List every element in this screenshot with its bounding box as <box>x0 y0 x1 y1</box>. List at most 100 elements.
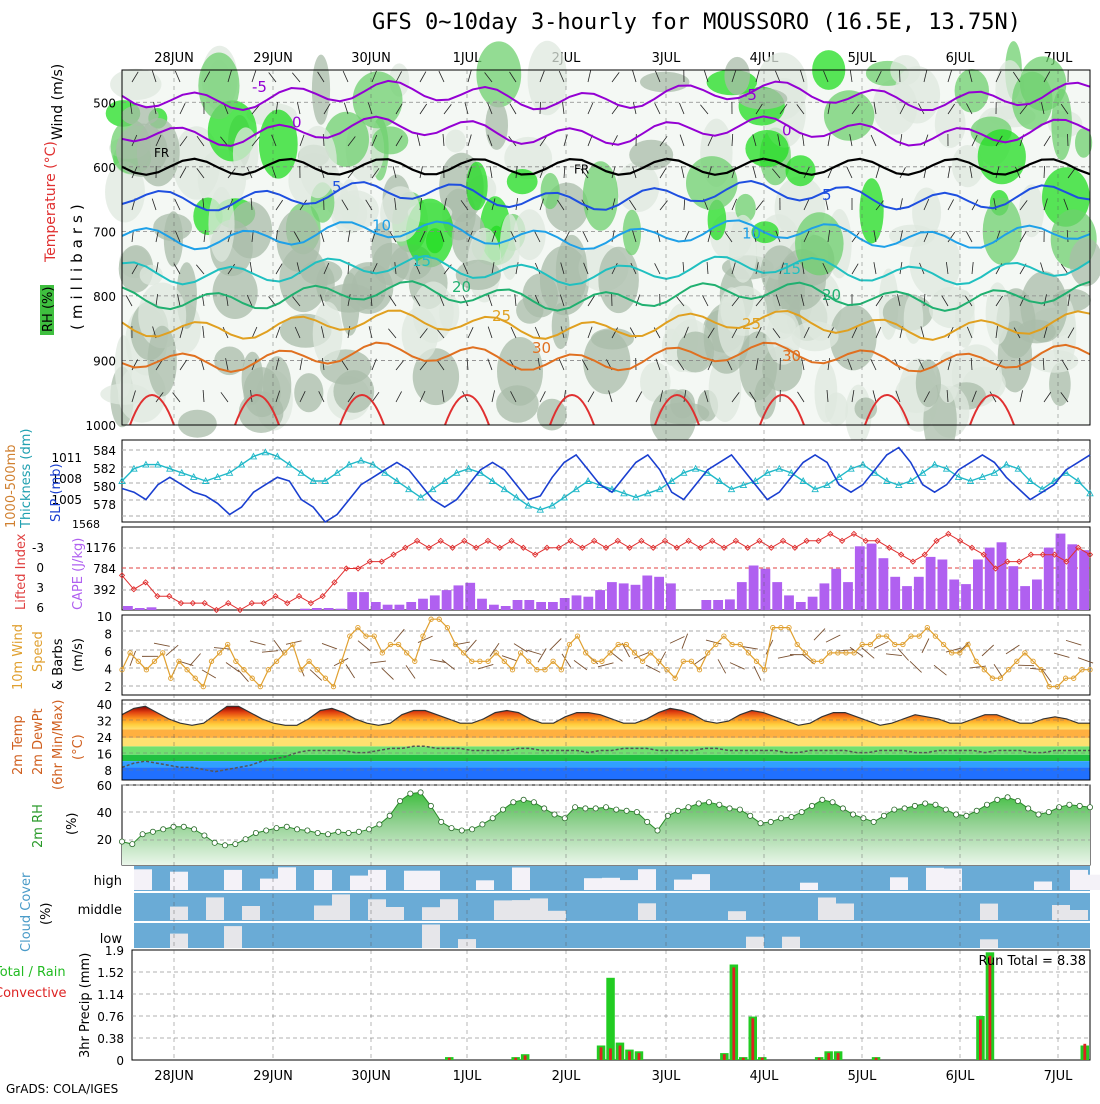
precip-convective-bar <box>638 1053 641 1060</box>
cape-bar <box>524 600 534 610</box>
slp-label: SLP (mb) <box>49 463 64 522</box>
rh-point <box>974 808 979 813</box>
rh-blob <box>1031 350 1079 373</box>
rh-blob <box>301 260 342 285</box>
contour-label: 0 <box>292 113 302 131</box>
date-label-bottom: 6JUL <box>946 1069 976 1084</box>
cape-bar <box>489 605 499 610</box>
cloud-cell <box>728 911 746 920</box>
thickness-label-b: Thickness (dm) <box>19 429 34 529</box>
rh-point <box>130 842 135 847</box>
cloud-cell <box>530 898 548 920</box>
wind-label-a: 10m Wind <box>11 624 26 690</box>
rh-point <box>624 808 629 813</box>
rh-blob <box>496 385 539 423</box>
rh-blob <box>313 302 343 366</box>
rh-point <box>284 824 289 829</box>
rh-blob <box>541 173 560 209</box>
rh-blob <box>312 55 330 125</box>
freezing-label: FR <box>574 162 589 176</box>
cape-bar <box>477 599 487 610</box>
rh-blob <box>445 130 466 153</box>
cape-bar <box>831 569 841 610</box>
rh-blob <box>786 155 816 186</box>
cape-bar <box>1056 534 1066 610</box>
cloud-cell <box>314 906 332 921</box>
cape-bar <box>383 605 393 610</box>
contour-label: 30 <box>782 347 801 365</box>
rh-point <box>676 808 681 813</box>
cape-bar <box>642 576 652 611</box>
cloud-cell <box>1034 882 1052 891</box>
cape-bar <box>123 606 133 610</box>
wind-tick: 10 <box>97 610 112 624</box>
cape-bar <box>808 597 818 610</box>
rh-blob <box>153 213 192 241</box>
precip-convective-bar <box>723 1054 726 1060</box>
rh-blob <box>894 66 940 123</box>
precip-convective-bar <box>514 1058 517 1060</box>
rh-point <box>954 812 959 817</box>
cape-bar <box>1079 550 1089 610</box>
rh-point <box>408 791 413 796</box>
rh-point <box>809 803 814 808</box>
rh-tick: 40 <box>97 806 112 820</box>
cloud-cell <box>278 867 296 890</box>
contour-label: 15 <box>782 260 801 278</box>
rh-axis-label: RH (%) <box>41 287 56 332</box>
precip-convective-bar <box>751 1018 754 1060</box>
cape-bar <box>654 577 664 610</box>
cape-bar <box>454 585 464 610</box>
cape-bar <box>796 602 806 610</box>
rh-point <box>573 805 578 810</box>
cloud-cell <box>638 869 656 890</box>
precip-total-legend: Total / Rain <box>0 965 66 980</box>
thickness-tick: 580 <box>93 480 116 494</box>
rh-point <box>1026 806 1031 811</box>
rh-point <box>820 797 825 802</box>
rh-blob <box>640 72 689 93</box>
precip-convective-bar <box>628 1051 631 1060</box>
cloud-cell <box>332 894 350 920</box>
chart-title: GFS 0~10day 3-hourly for MOUSSORO (16.5E… <box>372 10 1021 35</box>
rh-point <box>490 816 495 821</box>
cloud-cell <box>512 900 530 920</box>
rh-unit-label: (%) <box>65 813 80 836</box>
rh-blob <box>1020 56 1066 111</box>
cloud-cell <box>494 900 512 920</box>
rh-point <box>892 807 897 812</box>
temp-label-d: (°C) <box>71 734 86 760</box>
li-tick: 0 <box>36 561 44 575</box>
cape-bar <box>619 583 629 610</box>
cape-bar <box>442 590 452 610</box>
rh-point <box>789 814 794 819</box>
wind-tick: 4 <box>104 663 112 677</box>
rh-point <box>995 797 1000 802</box>
temp-tick: 24 <box>97 731 112 745</box>
cape-bar <box>784 595 794 610</box>
cloud-cell <box>638 903 656 920</box>
cape-bar <box>890 577 900 610</box>
cloud-row-label: middle <box>78 903 122 918</box>
precip-convective-bar <box>524 1055 527 1060</box>
rh-blob <box>916 359 941 407</box>
upper-air-axis-labels: Wind (m/s)Temperature (°C)RH (%)(milliba… <box>40 64 86 335</box>
precip-tick: 1.52 <box>97 966 124 980</box>
rh-blob <box>353 71 403 128</box>
wind-axis-label: Wind (m/s) <box>50 64 66 140</box>
thickness-tick: 584 <box>93 444 116 458</box>
rh-point <box>1077 803 1082 808</box>
rh-blob <box>476 41 521 107</box>
temp-axis-label: Temperature (°C) <box>43 141 59 263</box>
rh-point <box>325 832 330 837</box>
cloud-cell <box>782 937 800 948</box>
credit-text: GrADS: COLA/IGES <box>6 1082 118 1096</box>
cape-bar <box>395 605 405 610</box>
rh-point <box>202 833 207 838</box>
rh-point <box>356 829 361 834</box>
rh-blob <box>110 69 161 100</box>
cape-bar <box>666 583 676 610</box>
rh-blob <box>537 399 567 431</box>
precip-convective-bar <box>827 1053 830 1060</box>
temp-tick: 8 <box>104 764 112 778</box>
